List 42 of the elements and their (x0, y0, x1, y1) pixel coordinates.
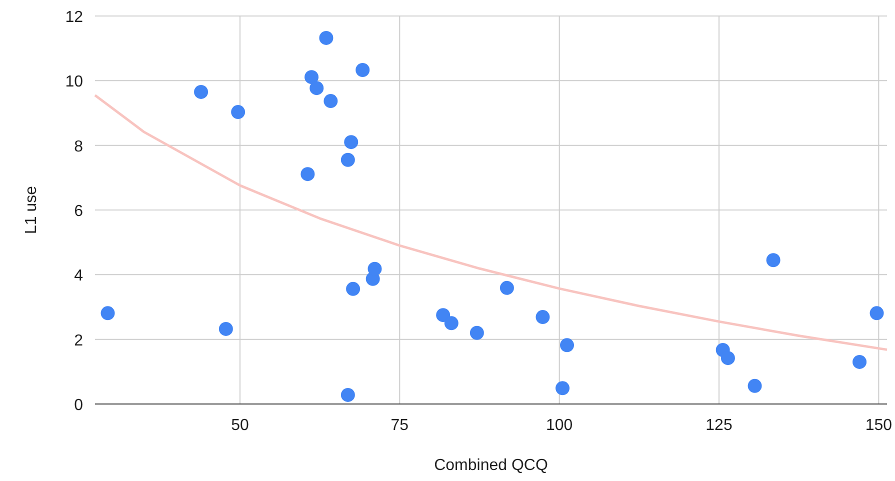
point (340, 152, 355, 167)
y-tick-label: 6 (74, 203, 84, 220)
point (560, 338, 574, 352)
point (436, 308, 450, 322)
point (852, 354, 867, 369)
point (748, 378, 762, 393)
point (340, 388, 355, 402)
y-tick-label: 2 (74, 332, 84, 350)
point (300, 167, 315, 182)
point (368, 262, 382, 276)
y-axis-title: L1 use (23, 186, 40, 234)
point (470, 326, 484, 340)
point (231, 105, 246, 120)
x-tick-label: 75 (390, 417, 409, 434)
point (766, 253, 780, 268)
x-axis-title: Combined QCQ (434, 457, 548, 474)
y-tick-label: 12 (65, 9, 84, 26)
point (100, 306, 115, 320)
point (304, 70, 319, 84)
point (346, 282, 360, 296)
x-tick-label: 150 (865, 417, 892, 434)
point (870, 306, 884, 320)
y-tick-label: 8 (74, 138, 84, 156)
point (356, 62, 370, 77)
point (319, 30, 334, 45)
point (444, 316, 458, 330)
y-tick-label: 10 (65, 74, 84, 91)
y-tick-label: 4 (74, 268, 84, 285)
point (310, 81, 324, 96)
point (556, 381, 570, 396)
y-tick-label: 0 (74, 397, 84, 414)
x-tick-label: 50 (231, 417, 249, 434)
point (536, 310, 550, 324)
point (720, 351, 735, 366)
x-tick-label: 125 (706, 417, 732, 434)
line-series (94, 94, 888, 351)
point (194, 84, 208, 99)
point (500, 280, 514, 295)
point (324, 94, 338, 108)
point (344, 135, 358, 150)
x-tick-label: 100 (546, 417, 573, 434)
point (218, 322, 233, 336)
